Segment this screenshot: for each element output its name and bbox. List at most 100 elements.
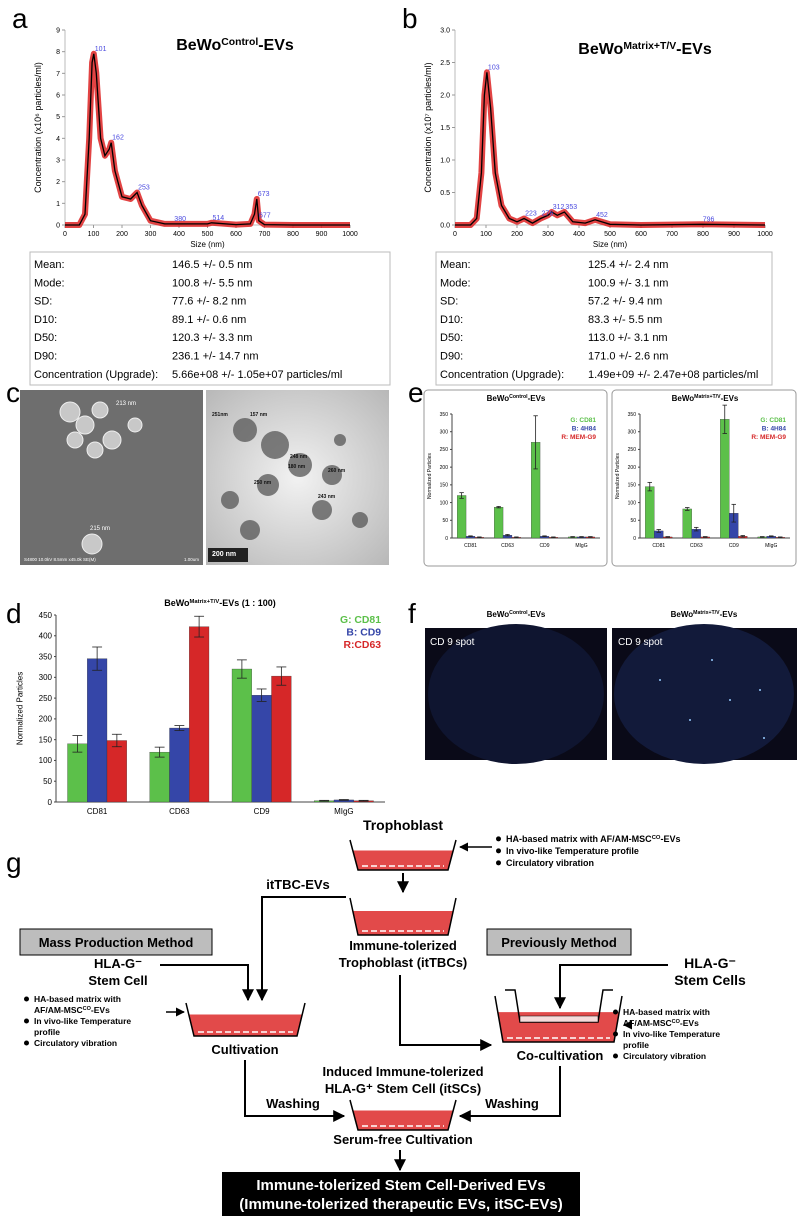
bullet-text: HA-based matrix with bbox=[34, 994, 121, 1004]
y-tick-label: 350 bbox=[440, 412, 449, 418]
size-distribution-line bbox=[65, 53, 350, 226]
x-tick-label: 300 bbox=[145, 231, 157, 238]
arrow bbox=[244, 1060, 346, 1122]
vesicle bbox=[261, 431, 289, 459]
error-bar bbox=[496, 506, 501, 509]
x-tick-label: 500 bbox=[202, 231, 214, 238]
x-tick-label: CD63 bbox=[690, 543, 703, 549]
arrow bbox=[256, 896, 346, 1002]
text-part: -EVs bbox=[721, 394, 739, 403]
table-cell: D50: bbox=[440, 332, 463, 344]
bullet-text: AF/AM-MSCCO-EVs bbox=[34, 1005, 110, 1015]
x-tick-label: 400 bbox=[173, 231, 185, 238]
label: HLA-G⁺ Stem Cell (itSCs) bbox=[325, 1081, 481, 1096]
y-tick-label: 350 bbox=[39, 652, 53, 661]
culture-dish-medium bbox=[188, 1014, 303, 1036]
vesicle bbox=[322, 465, 342, 485]
text-part: AF/AM-MSC bbox=[623, 1018, 672, 1028]
peak-label: 103 bbox=[488, 64, 500, 71]
x-tick-label: 300 bbox=[542, 231, 554, 238]
label: HLA-G⁻ bbox=[94, 956, 142, 971]
chart-title: BeWoControl-EVs bbox=[176, 37, 294, 55]
x-tick-label: 100 bbox=[88, 231, 100, 238]
label: (Immune-tolerized therapeutic EVs, itSC-… bbox=[239, 1196, 562, 1213]
y-tick-label: 200 bbox=[440, 465, 449, 471]
label: Induced Immune-tolerized bbox=[322, 1064, 483, 1079]
vesicle bbox=[312, 500, 332, 520]
chart-title: BeWoMatrix+T/V-EVs bbox=[672, 394, 739, 403]
error-bar bbox=[154, 746, 165, 758]
confidence-band bbox=[65, 50, 350, 228]
x-tick-label: 400 bbox=[573, 231, 585, 238]
y-tick-label: 300 bbox=[39, 673, 53, 682]
y-tick-label: 3 bbox=[56, 158, 60, 165]
panel-label: d bbox=[6, 598, 22, 629]
y-tick-label: 300 bbox=[628, 429, 637, 435]
vesicle bbox=[86, 441, 104, 459]
table-cell: Mode: bbox=[440, 277, 471, 289]
legend-entry: G: CD81 bbox=[570, 417, 596, 424]
text-part: -EVs bbox=[720, 610, 738, 619]
table-cell: 146.5 +/- 0.5 nm bbox=[172, 259, 252, 271]
bar bbox=[87, 658, 108, 803]
fluorescent-dot bbox=[689, 719, 691, 721]
y-tick-label: 7 bbox=[56, 71, 60, 78]
y-tick-label: 0 bbox=[445, 536, 448, 542]
x-tick-label: 200 bbox=[511, 231, 523, 238]
tem-image bbox=[206, 390, 389, 565]
table-cell: D10: bbox=[440, 314, 463, 326]
chart-title: BeWoMatrix+T/V-EVs (1 : 100) bbox=[164, 598, 276, 608]
legend-entry: R: MEM-G9 bbox=[561, 434, 596, 441]
y-tick-label: 50 bbox=[630, 518, 636, 524]
y-tick-label: 350 bbox=[628, 412, 637, 418]
vesicle bbox=[233, 418, 257, 442]
legend-entry: R: MEM-G9 bbox=[751, 434, 786, 441]
method-box bbox=[486, 928, 632, 956]
error-bar bbox=[685, 507, 690, 511]
bullet bbox=[496, 848, 501, 854]
bar bbox=[271, 675, 292, 803]
error-bar bbox=[319, 799, 330, 802]
legend-entry: G: CD81 bbox=[760, 417, 786, 424]
bullet-text: profile bbox=[623, 1040, 649, 1050]
bullet-text: profile bbox=[34, 1027, 60, 1037]
x-tick-label: 700 bbox=[666, 231, 678, 238]
y-tick-label: 200 bbox=[39, 715, 53, 724]
fluorescent-dot bbox=[759, 689, 761, 691]
text-part: CO bbox=[652, 835, 661, 841]
label: Immune-tolerized bbox=[349, 938, 457, 953]
bar bbox=[189, 626, 210, 803]
chart-title: BeWoControl-EVs bbox=[487, 394, 546, 403]
bar bbox=[645, 486, 655, 539]
x-tick-label: CD81 bbox=[464, 543, 477, 549]
label: Immune-tolerized Stem Cell-Derived EVs bbox=[256, 1177, 545, 1194]
culture-dish-medium bbox=[352, 1110, 454, 1130]
vesicle bbox=[221, 491, 239, 509]
vesicle bbox=[59, 401, 81, 423]
peak-label: 223 bbox=[525, 211, 537, 218]
x-tick-label: 0 bbox=[63, 231, 67, 238]
arrow bbox=[554, 964, 668, 1010]
image-title: BeWoControl-EVs bbox=[487, 610, 546, 619]
y-tick-label: 2.5 bbox=[440, 60, 450, 67]
arrow bbox=[160, 964, 254, 1002]
sem-image bbox=[20, 390, 203, 565]
y-tick-label: 300 bbox=[440, 429, 449, 435]
label: Trophoblast bbox=[363, 817, 443, 833]
table-cell: 83.3 +/- 5.5 nm bbox=[588, 314, 662, 326]
y-axis-label: Normalized Particles bbox=[15, 672, 24, 745]
bar bbox=[169, 727, 190, 803]
y-tick-label: 150 bbox=[440, 483, 449, 489]
table-cell: 113.0 +/- 3.1 nm bbox=[588, 332, 668, 344]
peak-label: 514 bbox=[212, 215, 224, 222]
error-bar bbox=[703, 536, 708, 538]
error-bar bbox=[694, 526, 699, 532]
vesicle bbox=[352, 512, 368, 528]
peak-label: 380 bbox=[174, 216, 186, 223]
panel-label: a bbox=[12, 3, 28, 34]
table-cell: 77.6 +/- 8.2 nm bbox=[172, 296, 246, 308]
micrograph-label: 243 nm bbox=[318, 494, 336, 500]
text-part: -EVs (1 : 100) bbox=[219, 598, 276, 608]
panel-label: f bbox=[408, 598, 416, 629]
y-tick-label: 250 bbox=[440, 447, 449, 453]
